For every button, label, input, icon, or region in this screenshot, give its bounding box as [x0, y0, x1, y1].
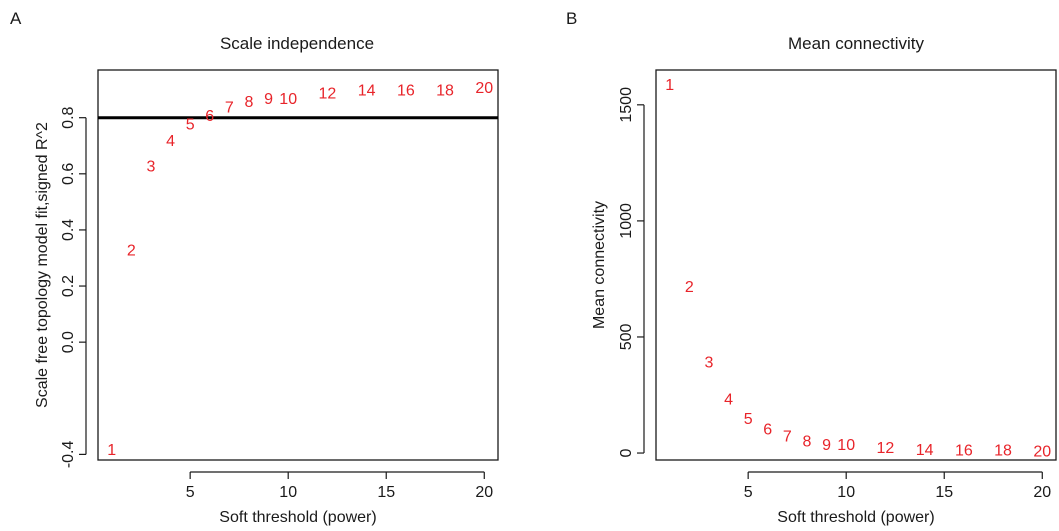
y-tick-label: -0.4 — [60, 441, 77, 469]
chart-title-a: Scale independence — [220, 34, 374, 53]
point-label: 3 — [704, 354, 713, 371]
point-label: 14 — [916, 442, 934, 459]
point-label: 5 — [186, 116, 195, 133]
point-label: 8 — [803, 433, 812, 450]
point-label: 14 — [358, 83, 376, 100]
point-label: 10 — [279, 91, 297, 108]
point-label: 5 — [744, 411, 753, 428]
y-tick-label: 0.6 — [60, 163, 77, 185]
y-tick-label: 1000 — [618, 203, 635, 239]
point-label: 9 — [822, 437, 831, 454]
y-tick-label: 1500 — [618, 87, 635, 123]
point-label: 1 — [665, 77, 674, 94]
plot-area-a — [97, 69, 499, 461]
x-tick-label: 20 — [475, 484, 493, 501]
panel-a: A Scale independence -0.4 0.0 0.2 0.4 0.6 0.8… — [10, 9, 499, 526]
point-label: 16 — [397, 83, 415, 100]
point-label: 7 — [783, 429, 792, 446]
point-label: 4 — [166, 133, 175, 150]
point-label: 9 — [264, 91, 273, 108]
point-label: 2 — [127, 243, 136, 260]
y-axis-label-a: Scale free topology model fit,signed R^2 — [34, 122, 51, 408]
point-label: 12 — [319, 85, 337, 102]
point-label: 16 — [955, 443, 973, 460]
plot-area-b — [655, 69, 1057, 461]
point-label: 2 — [685, 279, 694, 296]
point-label: 7 — [225, 99, 234, 116]
x-tick-label: 10 — [837, 484, 855, 501]
x-tick-label: 15 — [377, 484, 395, 501]
y-axis-b: 0 500 1000 1500 — [618, 87, 645, 457]
x-axis-b: 5 10 15 20 — [744, 471, 1051, 501]
y-tick-label: 0 — [618, 448, 635, 457]
point-label: 6 — [205, 108, 214, 125]
x-tick-label: 15 — [935, 484, 953, 501]
point-label: 20 — [475, 80, 493, 97]
point-label: 18 — [994, 443, 1012, 460]
point-label: 12 — [877, 440, 895, 457]
y-tick-label: 500 — [618, 324, 635, 351]
x-axis-label-b: Soft threshold (power) — [777, 509, 934, 526]
point-label: 8 — [245, 94, 254, 111]
point-label: 18 — [436, 83, 454, 100]
y-tick-label: 0.8 — [60, 106, 77, 128]
x-axis-label-a: Soft threshold (power) — [219, 509, 376, 526]
point-label: 1 — [107, 442, 116, 459]
chart-title-b: Mean connectivity — [788, 34, 925, 53]
x-tick-label: 10 — [279, 484, 297, 501]
panel-letter-b: B — [566, 9, 577, 28]
y-axis-a: -0.4 0.0 0.2 0.4 0.6 0.8 — [60, 106, 87, 469]
point-label: 20 — [1033, 443, 1051, 460]
y-axis-label-b: Mean connectivity — [591, 201, 608, 329]
y-tick-label: 0.4 — [60, 219, 77, 241]
point-label: 10 — [837, 437, 855, 454]
y-tick-label: 0.0 — [60, 331, 77, 353]
x-tick-label: 20 — [1033, 484, 1051, 501]
point-label: 3 — [146, 158, 155, 175]
x-tick-label: 5 — [744, 484, 753, 501]
point-label: 6 — [763, 422, 772, 439]
x-tick-label: 5 — [186, 484, 195, 501]
x-axis-a: 5 10 15 20 — [186, 471, 493, 501]
y-tick-label: 0.2 — [60, 275, 77, 297]
point-label: 4 — [724, 391, 733, 408]
panel-letter-a: A — [10, 9, 22, 28]
